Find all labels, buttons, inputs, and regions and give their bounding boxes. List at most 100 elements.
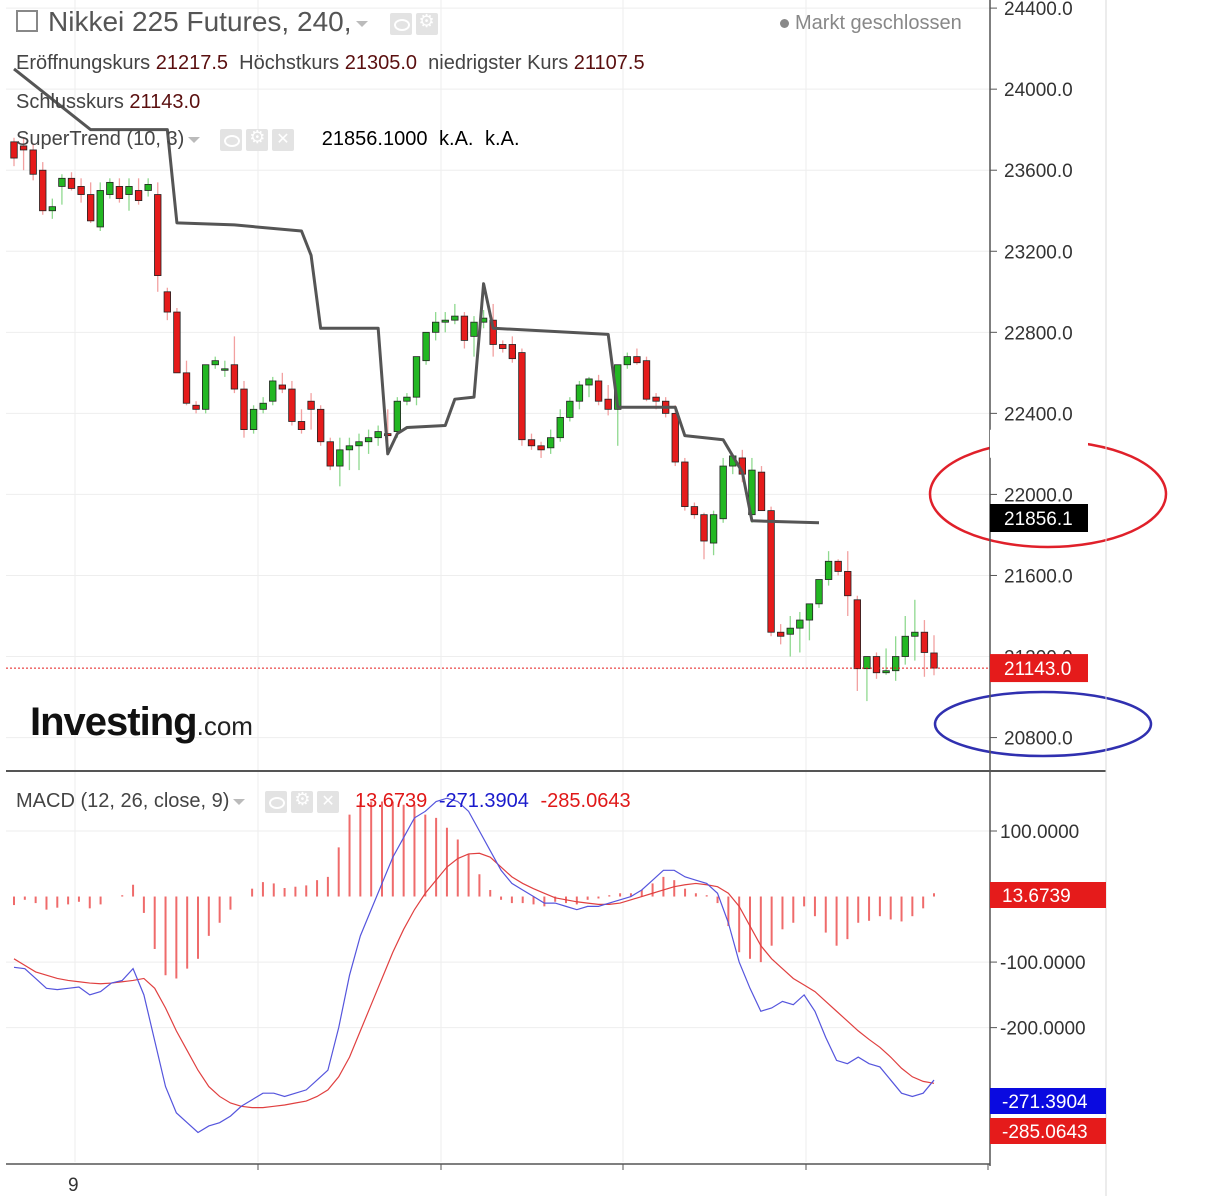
candle-body <box>19 145 28 151</box>
candle-body <box>786 627 794 635</box>
candle-body <box>326 441 334 467</box>
candle-body <box>173 311 181 374</box>
candle-body <box>585 378 593 386</box>
candle-body <box>422 331 430 362</box>
candle-body <box>364 437 373 443</box>
candle-body <box>882 670 890 674</box>
chart-title: Nikkei 225 Futures, 240, <box>48 6 352 37</box>
supertrend-legend: SuperTrend (10, 3) 21856.1000 k.A. k.A. <box>16 127 520 151</box>
unused-tag-bg <box>990 429 1088 458</box>
price-tick-label: 22800.0 <box>1004 323 1073 344</box>
eye-icon[interactable] <box>220 128 243 151</box>
candle-body <box>671 412 679 463</box>
candle-body <box>87 194 95 222</box>
price-plot <box>6 67 1168 758</box>
candle-body <box>499 344 507 349</box>
macd-signal-value: -285.0643 <box>540 790 631 812</box>
candle-body <box>470 321 478 337</box>
chevron-down-icon[interactable] <box>355 20 368 27</box>
supertrend-na-1: k.A. <box>439 128 474 150</box>
candle-body <box>911 631 919 637</box>
investing-logo: Investing.com <box>30 700 253 745</box>
macd-line <box>13 797 935 1134</box>
chevron-down-icon[interactable] <box>188 136 201 143</box>
candle-body <box>182 372 191 404</box>
candle-body <box>815 579 823 605</box>
macd-hist-tag: 13.6739 <box>1002 886 1071 907</box>
eye-icon[interactable] <box>265 790 288 813</box>
candle-body <box>920 631 929 653</box>
ohlc-legend: Eröffnungskurs 21217.5 Höchstkurs 21305.… <box>16 52 645 75</box>
gear-icon[interactable] <box>246 127 269 151</box>
candle-body <box>48 206 56 212</box>
supertrend-label: SuperTrend (10, 3) <box>16 128 185 150</box>
macd-signal-tag-bg <box>990 1118 1106 1144</box>
candle-body <box>805 603 814 621</box>
logo-suffix: .com <box>196 711 253 741</box>
price-tick-label: 24400.0 <box>1004 0 1073 20</box>
close-icon[interactable] <box>272 128 295 151</box>
gear-icon[interactable] <box>415 11 438 35</box>
candle-body <box>537 445 545 451</box>
candle-body <box>872 656 881 674</box>
candle-body <box>10 141 18 159</box>
price-tick-label: 23200.0 <box>1004 242 1073 263</box>
candle-body <box>249 408 258 430</box>
candle-body <box>623 356 631 366</box>
candle-body <box>901 635 909 657</box>
last-price-tag: 21143.0 <box>1004 659 1071 680</box>
blue-ellipse-annotation <box>933 690 1153 758</box>
candle-body <box>642 360 651 400</box>
candle-body <box>690 506 699 516</box>
candle-body <box>566 400 574 418</box>
close-icon[interactable] <box>317 790 340 813</box>
macd-line-tag-bg <box>990 1088 1106 1114</box>
collapse-icon[interactable] <box>16 9 38 32</box>
candle-body <box>824 560 833 580</box>
candle-body <box>211 360 219 366</box>
logo-brand: Investing <box>30 700 198 744</box>
candle-body <box>604 398 612 410</box>
candle-body <box>269 380 277 402</box>
macd-plot <box>13 797 935 1134</box>
candle-body <box>29 149 37 175</box>
candle-body <box>374 431 382 439</box>
candle-body <box>106 181 114 195</box>
candle-body <box>796 619 804 629</box>
candle-body <box>652 396 660 402</box>
candle-body <box>115 186 124 199</box>
close-legend: Schlusskurs 21143.0 <box>16 91 200 114</box>
candle-body <box>297 421 306 430</box>
candle-body <box>259 402 267 410</box>
price-tick-label: 23600.0 <box>1004 161 1073 182</box>
candle-body <box>67 177 76 189</box>
grid <box>6 0 990 1162</box>
status-dot-icon <box>780 19 789 29</box>
candle-body <box>489 319 497 345</box>
candle-body <box>230 364 239 390</box>
close-value: 21143.0 <box>129 91 201 113</box>
candle-body <box>719 465 727 520</box>
high-label: Höchstkurs <box>239 52 340 74</box>
candle-body <box>777 631 785 637</box>
candle-body <box>134 190 143 202</box>
candle-body <box>393 400 401 433</box>
candle-body <box>594 380 603 402</box>
eye-icon[interactable] <box>389 12 412 35</box>
signal-line <box>13 852 935 1109</box>
price-tick-label: 20800.0 <box>1004 729 1073 750</box>
candle-body <box>863 656 871 670</box>
candle-body <box>844 571 852 597</box>
macd-line-tag: -271.3904 <box>1002 1092 1088 1113</box>
candle-body <box>163 291 171 313</box>
chevron-down-icon[interactable] <box>233 798 246 805</box>
candle-body <box>451 315 459 321</box>
time-tick-label: 9 <box>68 1175 79 1196</box>
candle-body <box>345 445 354 451</box>
gear-icon[interactable] <box>291 789 314 813</box>
candle-body <box>547 437 555 449</box>
candle-body <box>834 560 842 572</box>
low-label: niedrigster Kurs <box>428 52 569 74</box>
price-tick-label: 22000.0 <box>1004 485 1073 506</box>
